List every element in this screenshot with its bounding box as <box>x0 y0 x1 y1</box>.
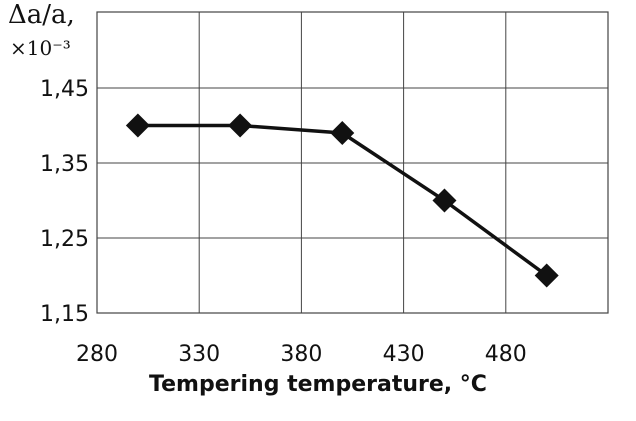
y-tick-label: 1,25 <box>40 227 89 252</box>
data-point-marker <box>125 113 150 138</box>
series-layer <box>125 113 559 288</box>
x-tick-label: 380 <box>280 342 322 367</box>
x-tick-labels: 280 330 380 430 480 <box>76 342 527 367</box>
x-tick-label: 280 <box>76 342 118 367</box>
data-point-marker <box>330 121 355 145</box>
y-tick-labels: 1,15 1,25 1,35 1,45 <box>40 77 89 327</box>
y-tick-label: 1,45 <box>40 77 89 102</box>
grid-lines <box>96 11 609 314</box>
data-point-marker <box>228 113 253 138</box>
y-tick-label: 1,15 <box>40 302 89 327</box>
x-tick-label: 480 <box>485 342 527 367</box>
x-tick-label: 430 <box>383 342 425 367</box>
x-axis-label: Tempering temperature, °C <box>149 372 487 397</box>
y-tick-label: 1,35 <box>40 152 89 177</box>
x-tick-label: 330 <box>178 342 220 367</box>
data-point-marker <box>432 188 457 213</box>
y-axis-unit: ×10⁻³ <box>10 36 71 60</box>
data-point-marker <box>534 263 559 288</box>
y-axis-label: Δa/a, <box>8 0 75 30</box>
